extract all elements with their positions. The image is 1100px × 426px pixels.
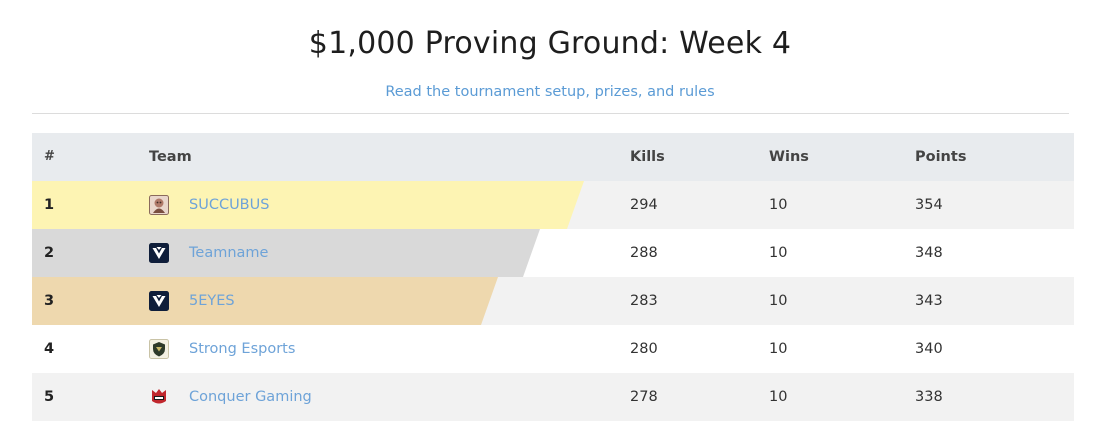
table-row: 5 Conquer Gaming 278 10 338	[32, 373, 1074, 421]
page-title: $1,000 Proving Ground: Week 4	[308, 26, 792, 61]
rank-cell: 5	[44, 389, 55, 405]
rank-cell: 1	[44, 197, 55, 213]
rank-cell: 4	[44, 341, 55, 357]
kills-cell: 283	[630, 293, 658, 309]
points-cell: 340	[915, 341, 943, 357]
kills-column-header: Kills	[630, 149, 665, 165]
wins-cell: 10	[769, 197, 788, 213]
points-column-header: Points	[915, 149, 967, 165]
team-link[interactable]: Conquer Gaming	[189, 389, 312, 405]
kills-cell: 280	[630, 341, 658, 357]
rank-cell: 2	[44, 245, 55, 261]
table-row: 3 5EYES 283 10 343	[32, 277, 1074, 325]
table-row: 4 Strong Esports 280 10 340	[32, 325, 1074, 373]
wins-column-header: Wins	[769, 149, 809, 165]
team-link[interactable]: SUCCUBUS	[189, 197, 270, 213]
shield-v-logo-icon	[149, 243, 169, 263]
bronze-rank-highlight	[32, 277, 498, 325]
leaderboard-table: # Team Kills Wins Points 1 SUCCUBUS 294 …	[32, 133, 1074, 421]
wins-cell: 10	[769, 293, 788, 309]
header-divider	[32, 113, 1069, 114]
kills-cell: 294	[630, 197, 658, 213]
page-header: $1,000 Proving Ground: Week 4 Read the t…	[0, 0, 1100, 102]
wins-cell: 10	[769, 389, 788, 405]
wins-cell: 10	[769, 245, 788, 261]
shield-v-logo-icon	[149, 291, 169, 311]
points-cell: 354	[915, 197, 943, 213]
kills-cell: 278	[630, 389, 658, 405]
kills-cell: 288	[630, 245, 658, 261]
team-link[interactable]: Teamname	[189, 245, 269, 261]
team-column-header: Team	[149, 149, 192, 165]
points-cell: 348	[915, 245, 943, 261]
tournament-rules-link[interactable]: Read the tournament setup, prizes, and r…	[385, 84, 715, 100]
table-row: 2 Teamname 288 10 348	[32, 229, 1074, 277]
points-cell: 343	[915, 293, 943, 309]
gold-rank-highlight	[32, 181, 584, 229]
conquer-gaming-logo-icon	[152, 389, 166, 404]
team-link[interactable]: Strong Esports	[189, 341, 296, 357]
silver-rank-highlight	[32, 229, 540, 277]
succubus-logo-icon	[149, 195, 169, 215]
points-cell: 338	[915, 389, 943, 405]
team-link[interactable]: 5EYES	[189, 293, 235, 309]
table-row: 1 SUCCUBUS 294 10 354	[32, 181, 1074, 229]
wins-cell: 10	[769, 341, 788, 357]
table-header-row: # Team Kills Wins Points	[32, 133, 1074, 181]
strong-esports-logo-icon	[149, 339, 169, 359]
rank-column-header: #	[44, 149, 55, 164]
rank-cell: 3	[44, 293, 55, 309]
